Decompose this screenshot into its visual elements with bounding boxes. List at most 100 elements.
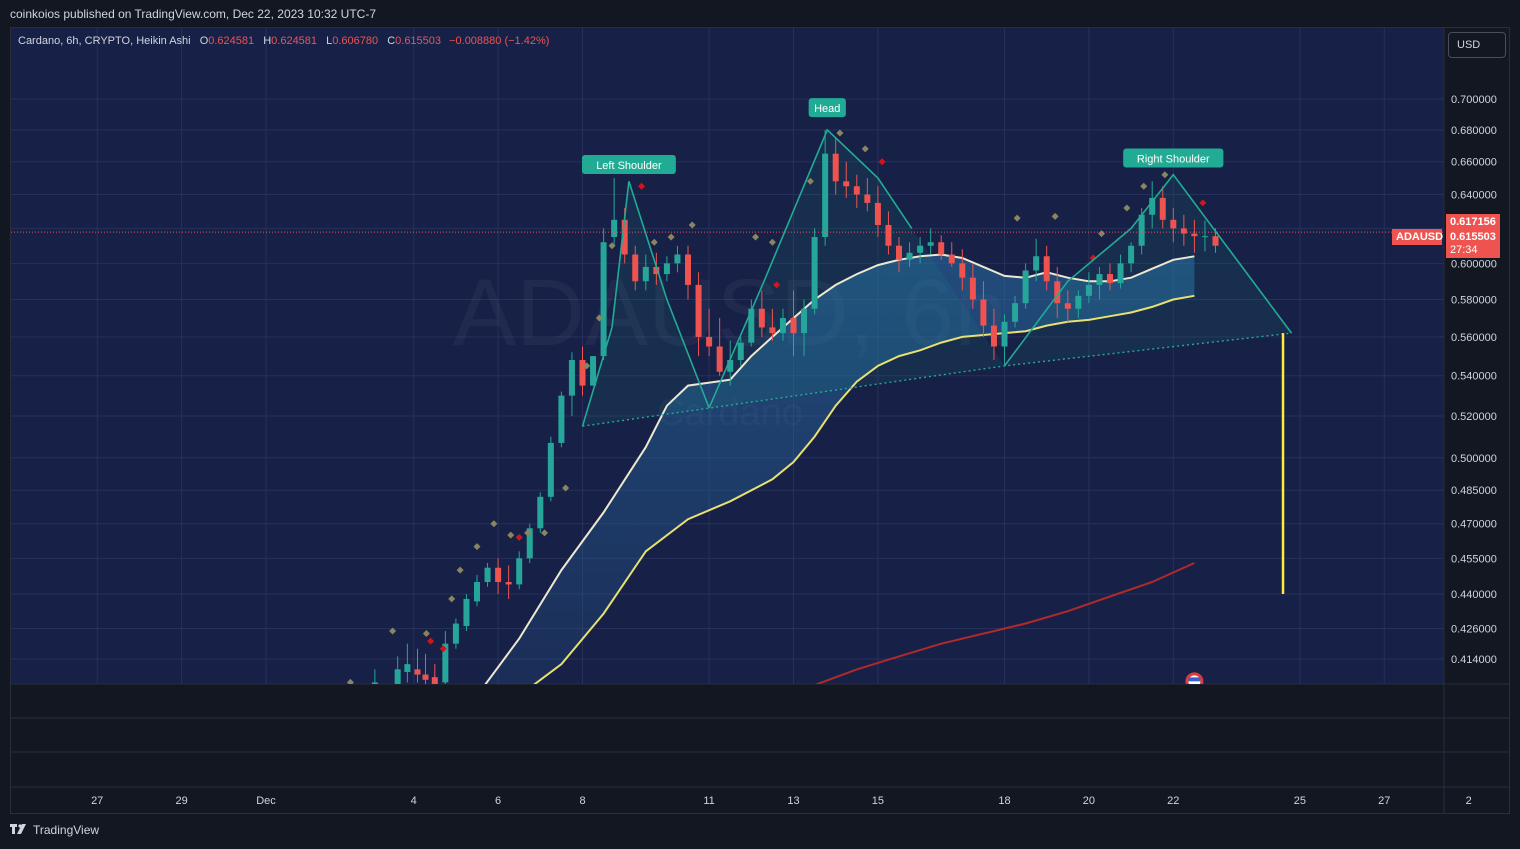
sell-signal-diamond	[515, 533, 523, 541]
candle-down	[431, 677, 438, 684]
x-tick-label: 2	[1466, 795, 1472, 807]
legend-low-value: 0.606780	[332, 35, 379, 47]
x-tick-label: 25	[1294, 795, 1306, 807]
candle-up	[394, 669, 401, 684]
candle-down	[621, 219, 628, 255]
signal-diamond	[448, 595, 456, 603]
tradingview-logo[interactable]: TradingView	[10, 823, 99, 837]
publisher-caption: coinkoios published on TradingView.com, …	[10, 7, 376, 21]
signal-diamond	[562, 484, 570, 492]
candle-down	[790, 318, 797, 334]
candle-up	[1075, 295, 1082, 309]
sell-signal-diamond	[878, 158, 886, 166]
lower-pane	[11, 685, 1444, 789]
legend-change: −0.008880 (−1.42%)	[449, 35, 550, 47]
y-tick-label: 0.600000	[1451, 258, 1497, 270]
pattern-label-box	[808, 98, 846, 118]
signal-diamond	[688, 221, 696, 229]
candle-up	[737, 342, 744, 361]
candle-up	[452, 623, 459, 644]
signal-diamond	[861, 145, 869, 153]
y-tick-label: 0.560000	[1451, 332, 1497, 344]
y-tick-label: 0.700000	[1451, 94, 1497, 106]
legend-low-label: L	[326, 35, 333, 47]
candle-down	[579, 360, 586, 386]
candle-down	[716, 346, 723, 372]
x-tick-label: 29	[175, 795, 187, 807]
legend-open-label: O	[199, 35, 209, 47]
candle-down	[1180, 228, 1187, 234]
candle-down	[990, 325, 997, 347]
candle-up	[1085, 284, 1092, 296]
candle-down	[969, 277, 976, 300]
price-tag-upper: 0.617156	[1446, 214, 1500, 230]
candle-up	[822, 153, 829, 238]
ema-ribbon	[485, 254, 1195, 684]
candle-up	[1033, 256, 1040, 271]
pattern-line-right-shoulder	[1003, 173, 1293, 367]
signal-diamond	[1013, 214, 1021, 222]
candle-down	[422, 674, 429, 680]
pattern-label: Head	[814, 103, 840, 115]
candle-up	[779, 318, 786, 334]
y-tick-label: 0.660000	[1451, 157, 1497, 169]
x-tick-label: Dec	[256, 795, 276, 807]
candle-up	[674, 254, 681, 264]
signal-diamond	[346, 678, 354, 684]
tradingview-logo-icon	[10, 824, 26, 834]
sell-signal-diamond	[1199, 199, 1207, 207]
signal-diamond	[806, 177, 814, 185]
sell-signal-diamond	[427, 637, 435, 645]
y-tick-label: 0.520000	[1451, 411, 1497, 423]
pattern-line-head	[708, 128, 913, 409]
currency-button[interactable]: USD	[1448, 32, 1506, 58]
candle-down	[980, 299, 987, 326]
x-tick-label: 18	[998, 795, 1010, 807]
signal-diamond	[389, 627, 397, 635]
price-tag-countdown: 27:34	[1450, 244, 1478, 256]
candle-up	[600, 242, 607, 357]
candle-up	[1012, 303, 1019, 322]
candle-up	[927, 242, 934, 246]
candle-down	[1159, 197, 1166, 220]
candle-up	[463, 598, 470, 627]
candle-up	[811, 237, 818, 309]
candle-up	[404, 664, 411, 672]
ema-slow-line	[814, 562, 1195, 684]
candle-down	[885, 224, 892, 246]
ema-fast-line	[484, 253, 1195, 684]
signal-diamond	[608, 242, 616, 250]
candle-up	[1149, 197, 1156, 215]
candle-up	[611, 219, 618, 238]
signal-diamond	[650, 238, 658, 246]
signal-diamond	[1140, 182, 1148, 190]
candle-down	[1191, 233, 1198, 237]
signal-diamond	[667, 233, 675, 241]
x-tick-label: 4	[411, 795, 417, 807]
candle-up	[590, 356, 597, 386]
candle-down	[853, 186, 860, 195]
plot-area: ADAUSD, 6hCardanoLeft ShoulderHeadRight …	[11, 28, 1444, 684]
price-tag-current: 0.615503 27:34	[1446, 230, 1500, 258]
candle-down	[495, 567, 502, 583]
candle-down	[938, 242, 945, 255]
candle-up	[537, 496, 544, 529]
x-tick-label: 20	[1083, 795, 1095, 807]
legend-symbol: Cardano, 6h, CRYPTO, Heikin Ashi	[18, 35, 191, 47]
signal-diamond	[541, 529, 549, 537]
pattern-label: Left Shoulder	[596, 160, 662, 172]
signal-diamond	[595, 314, 603, 322]
y-tick-label: 0.414000	[1451, 654, 1497, 666]
signal-diamond	[422, 630, 430, 638]
x-tick-label: 11	[703, 795, 714, 807]
candle-down	[1064, 303, 1071, 309]
candle-up	[442, 643, 449, 683]
x-tick-label: 27	[1378, 795, 1390, 807]
candle-down	[1043, 256, 1050, 282]
flag-icon	[1188, 677, 1201, 682]
signal-diamond	[524, 529, 532, 537]
candle-down	[959, 263, 966, 278]
pattern-label: Right Shoulder	[1137, 154, 1210, 166]
candle-up	[1128, 245, 1135, 264]
